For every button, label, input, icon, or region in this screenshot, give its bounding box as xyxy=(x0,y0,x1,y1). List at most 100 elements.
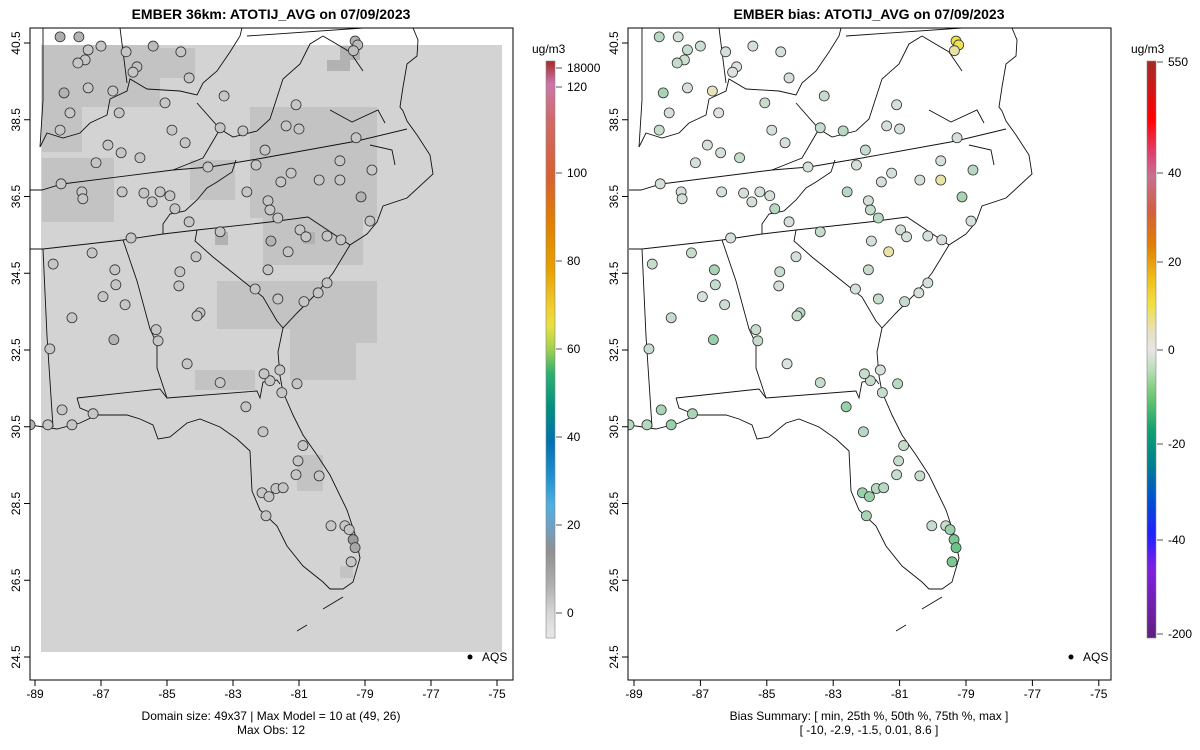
station-marker xyxy=(779,137,791,149)
station-marker xyxy=(263,491,275,502)
station-marker xyxy=(944,524,956,535)
colorbar-tick-label: -20 xyxy=(1168,437,1186,451)
station-marker xyxy=(654,178,666,190)
station-marker xyxy=(265,235,277,247)
station-marker xyxy=(134,152,146,164)
station-marker xyxy=(653,124,665,136)
bias-colorbar-unit: ug/m3 xyxy=(1131,42,1165,56)
station-marker xyxy=(747,40,759,52)
station-marker xyxy=(175,46,187,58)
station-marker xyxy=(258,368,270,380)
station-marker xyxy=(773,280,785,292)
station-marker xyxy=(701,139,713,151)
station-marker xyxy=(738,187,749,199)
station-marker xyxy=(120,46,132,58)
station-marker xyxy=(312,287,324,299)
station-marker xyxy=(926,520,938,532)
station-marker xyxy=(707,334,719,346)
station-marker xyxy=(237,125,249,137)
station-marker xyxy=(878,482,890,494)
y-tick-label: 26.5 xyxy=(607,568,621,592)
bias-caption-line2: [ -10, -2.9, -1.5, 0.01, 8.6 ] xyxy=(800,723,939,737)
station-marker xyxy=(686,247,697,259)
station-marker xyxy=(73,31,85,43)
station-marker xyxy=(883,246,895,258)
station-marker xyxy=(86,247,98,259)
station-marker xyxy=(628,419,635,431)
station-marker xyxy=(965,215,977,227)
station-marker xyxy=(708,264,720,276)
model-x-axis: -89 -87 -85 -83 -81 -79 -77 -75 xyxy=(26,680,506,701)
station-marker xyxy=(696,291,708,303)
station-marker xyxy=(874,364,886,376)
station-marker xyxy=(264,204,276,216)
y-tick-label: 32.5 xyxy=(9,338,23,362)
x-tick-label: -79 xyxy=(356,687,374,701)
station-marker xyxy=(113,107,125,119)
model-caption-line1: Domain size: 49x37 | Max Model = 10 at (… xyxy=(142,709,401,723)
bias-y-axis: 40.5 38.5 36.5 34.5 32.5 30.5 28.5 26.5 24.5 xyxy=(607,31,628,669)
station-marker xyxy=(313,174,325,186)
station-marker xyxy=(690,157,701,169)
station-marker xyxy=(863,491,875,502)
bias-colorbar: ug/m3 550 40 20 0 -20 -40 -200 xyxy=(1131,42,1192,641)
station-marker xyxy=(150,324,162,336)
y-tick-label: 30.5 xyxy=(9,415,23,439)
y-tick-label: 28.5 xyxy=(9,491,23,515)
y-tick-label: 38.5 xyxy=(607,108,621,132)
station-marker xyxy=(181,358,193,370)
colorbar-tick-label: -200 xyxy=(1168,627,1192,641)
bias-caption-line1: Bias Summary: [ min, 25th %, 50th %, 75t… xyxy=(730,709,1009,723)
model-caption-line2: Max Obs: 12 xyxy=(237,723,305,737)
station-marker xyxy=(146,196,158,208)
model-station-markers xyxy=(30,31,378,568)
station-marker xyxy=(791,310,803,322)
station-marker xyxy=(257,426,269,438)
station-marker xyxy=(102,139,114,151)
station-marker xyxy=(275,176,287,188)
station-marker xyxy=(682,44,693,56)
colorbar-tick-label: 60 xyxy=(567,342,581,356)
bias-title: EMBER bias: ATOTIJ_AVG on 07/09/2023 xyxy=(733,6,1004,22)
station-marker xyxy=(297,440,309,451)
station-marker xyxy=(657,87,669,99)
station-marker xyxy=(292,455,304,467)
station-marker xyxy=(152,335,164,347)
station-marker xyxy=(82,82,94,94)
station-marker xyxy=(901,231,912,243)
station-marker xyxy=(746,196,758,208)
x-tick-label: -87 xyxy=(692,687,710,701)
bias-legend-label: AQS xyxy=(1083,650,1108,664)
station-marker xyxy=(116,186,128,198)
station-marker xyxy=(814,122,826,134)
station-marker xyxy=(179,137,191,149)
x-tick-label: -85 xyxy=(158,687,176,701)
station-marker xyxy=(280,120,292,132)
y-tick-label: 30.5 xyxy=(607,415,621,439)
x-tick-label: -89 xyxy=(26,687,44,701)
station-marker xyxy=(899,296,910,308)
colorbar-tick-label: 0 xyxy=(567,606,574,620)
station-marker xyxy=(837,125,849,137)
station-marker xyxy=(671,57,683,69)
station-marker xyxy=(665,312,677,324)
station-marker xyxy=(349,542,361,554)
legend-dot-icon xyxy=(1068,654,1074,660)
station-marker xyxy=(727,66,739,78)
station-marker xyxy=(935,155,947,167)
station-marker xyxy=(936,234,948,246)
station-marker xyxy=(72,57,84,69)
station-marker xyxy=(264,375,276,387)
colorbar-tick-label: 40 xyxy=(567,430,581,444)
station-marker xyxy=(872,212,884,224)
station-marker xyxy=(858,426,869,438)
station-marker xyxy=(364,215,376,227)
station-marker xyxy=(249,283,261,295)
station-marker xyxy=(313,470,325,482)
station-marker xyxy=(734,152,745,164)
station-marker xyxy=(54,31,66,43)
station-marker xyxy=(240,401,252,413)
model-plot-frame xyxy=(29,27,514,681)
station-marker xyxy=(282,246,294,258)
